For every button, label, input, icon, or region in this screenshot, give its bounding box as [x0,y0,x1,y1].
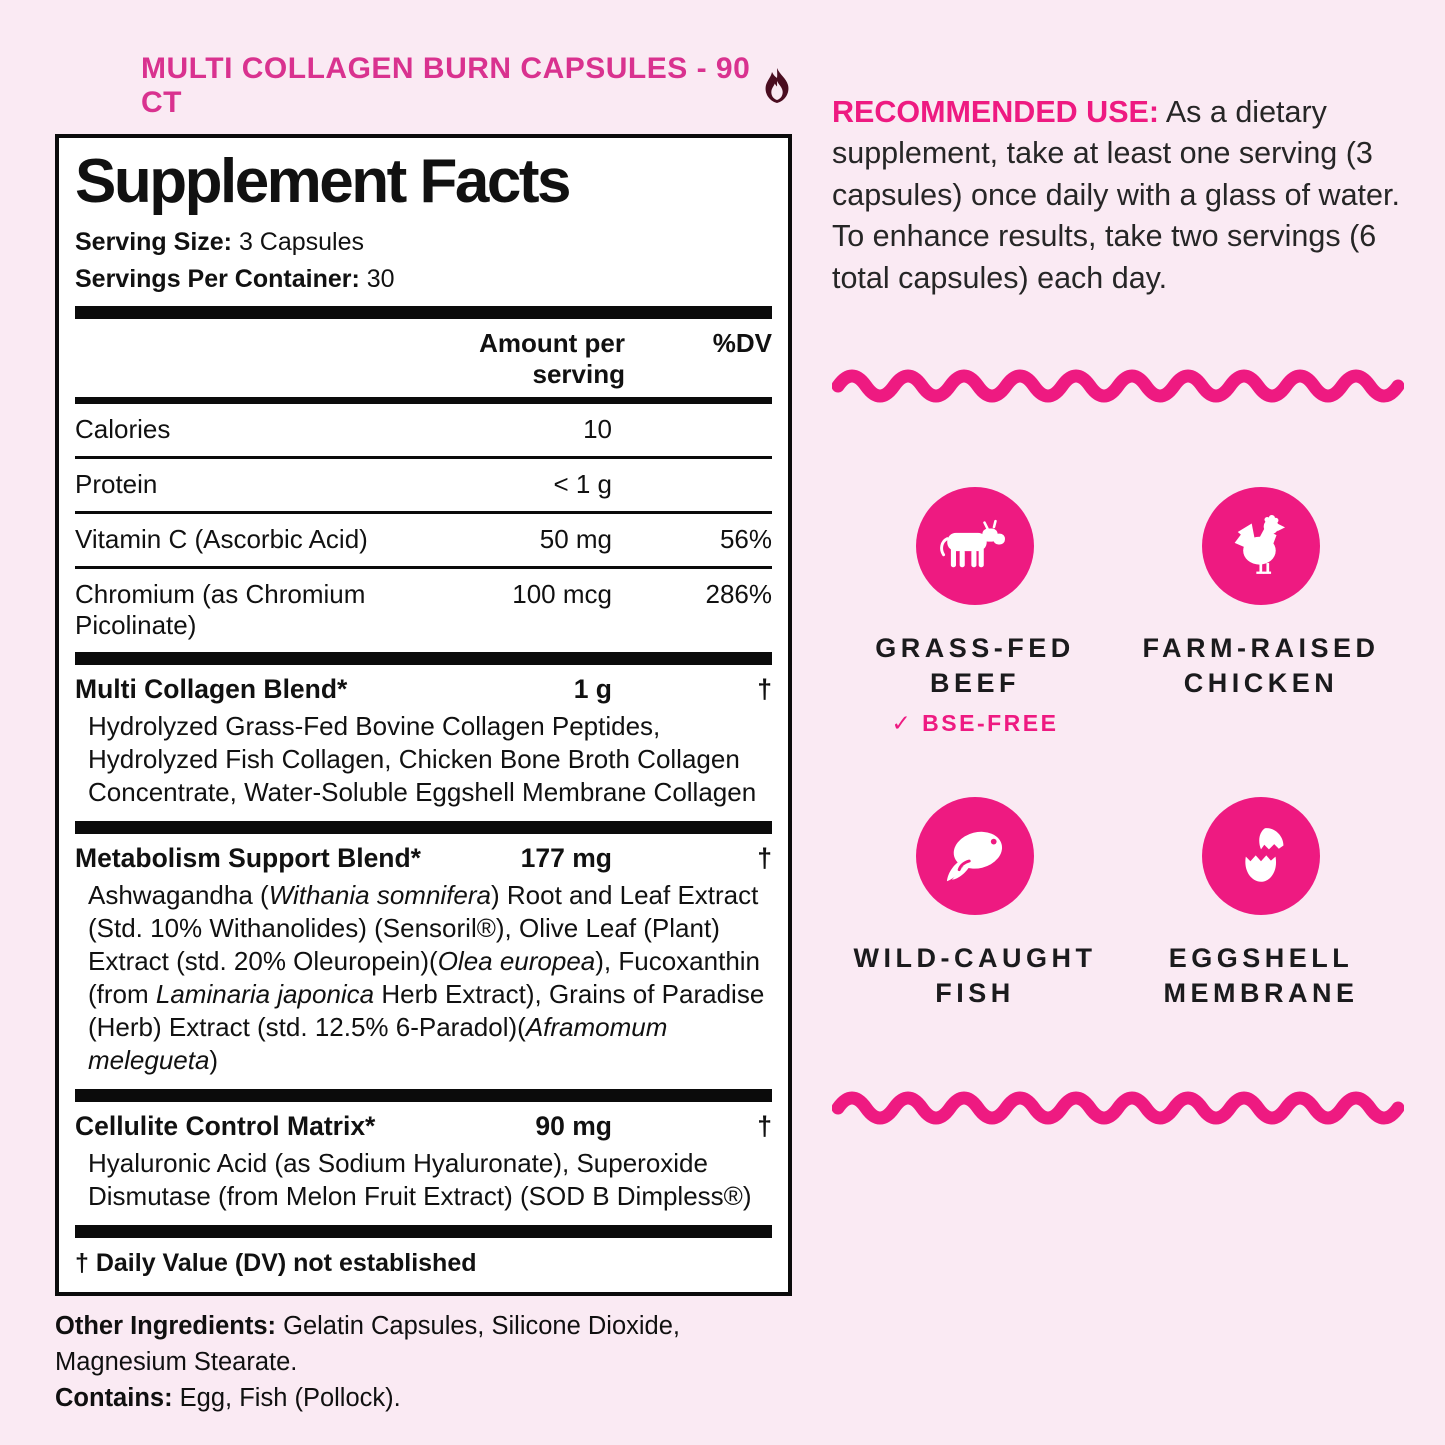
table-row: Calories 10 [75,404,772,456]
recommended-use-label: RECOMMENDED USE: [832,95,1160,129]
nutrient-name: Calories [75,413,171,444]
blend-dv: † [757,1111,772,1142]
blend-section: Multi Collagen Blend* 1 g † Hydrolyzed G… [75,665,772,821]
divider-thick [75,305,772,319]
amount-column-header: Amount per serving [479,327,625,389]
recommended-use-text: As a dietary supplement, take at least o… [832,95,1400,295]
serving-size-label: Serving Size: [75,228,232,257]
blend-section: Metabolism Support Blend* 177 mg † Ashwa… [75,834,772,1089]
other-ingredients: Other Ingredients: Gelatin Capsules, Sil… [55,1309,792,1416]
dv-column-header: %DV [712,327,772,358]
nutrient-amount: 10 [583,413,612,444]
recommended-use: RECOMMENDED USE: As a dietary supplement… [832,92,1404,299]
blend-amount: 1 g [573,673,612,704]
fish-icon [916,797,1034,916]
feature-farm-raised-chicken: FARM-RAISED CHICKEN [1118,487,1404,737]
blend-amount: 177 mg [520,843,612,874]
feature-label: CHICKEN [1183,667,1339,698]
servings-label: Servings Per Container: [75,264,360,293]
contains-label: Contains: [55,1383,173,1412]
nutrient-name: Vitamin C (Ascorbic Acid) [75,523,368,554]
blend-name: Cellulite Control Matrix* [75,1111,376,1142]
nutrient-name: Protein [75,468,158,499]
blend-name: Metabolism Support Blend* [75,843,421,874]
blend-name: Multi Collagen Blend* [75,673,348,704]
table-row: Protein < 1 g [75,455,772,511]
blend-section: Cellulite Control Matrix* 90 mg † Hyalur… [75,1102,772,1225]
blend-ingredients: Ashwagandha (Withania somnifera) Root an… [88,880,765,1076]
contains-value: Egg, Fish (Pollock). [172,1383,401,1412]
table-row: Vitamin C (Ascorbic Acid) 50 mg 56% [75,510,772,566]
blend-amount: 90 mg [535,1111,612,1142]
feature-label: FARM-RAISED [1142,633,1380,664]
feature-label: EGGSHELL [1168,943,1354,974]
feature-label: BEEF [929,667,1020,698]
daily-value-footnote: † Daily Value (DV) not established [75,1249,477,1278]
bse-free-badge: ✓ BSE-FREE [891,710,1059,737]
nutrient-dv: 56% [719,523,772,554]
right-column: RECOMMENDED USE: As a dietary supplement… [832,52,1404,1416]
feature-eggshell-membrane: EGGSHELL MEMBRANE [1118,797,1404,1010]
blend-ingredients: Hyaluronic Acid (as Sodium Hyaluronate),… [88,1148,752,1212]
nutrient-rows: Calories 10 Protein < 1 g Vitamin C (Asc… [75,404,772,652]
nutrient-amount: 100 mcg [512,578,612,609]
chicken-icon [1202,487,1320,606]
serving-size-value: 3 Capsules [232,228,365,257]
divider-thick [75,1225,772,1239]
top-section: MULTI COLLAGEN BURN CAPSULES - 90 CT Sup… [55,52,1404,1416]
flame-icon [762,67,792,105]
feature-grid: GRASS-FED BEEF ✓ BSE-FREE [832,487,1404,1010]
nutrient-name: Chromium (as Chromium Picolinate) [75,578,366,640]
servings-per-container-line: Servings Per Container: 30 [75,261,772,297]
nutrient-amount: < 1 g [553,468,612,499]
eggshell-icon [1202,797,1320,916]
nutrient-dv [667,469,772,500]
table-row: Chromium (as Chromium Picolinate) 100 mc… [75,565,773,652]
feature-wild-caught-fish: WILD-CAUGHT FISH [832,797,1118,1010]
cow-icon [916,487,1034,606]
blend-dv: † [757,843,772,874]
feature-label: MEMBRANE [1163,977,1359,1008]
feature-label: FISH [935,977,1015,1008]
blend-dv: † [757,673,772,704]
supplement-facts-panel: Supplement Facts Serving Size: 3 Capsule… [55,134,792,1297]
wavy-divider [832,1085,1404,1129]
nutrient-dv: 286% [705,578,773,609]
divider-thick [75,1089,772,1103]
product-title: MULTI COLLAGEN BURN CAPSULES - 90 CT [141,52,751,119]
other-ingredients-label: Other Ingredients: [55,1312,277,1341]
nutrient-dv [667,414,772,445]
facts-header-row: Amount per serving %DV [75,319,772,397]
product-title-row: MULTI COLLAGEN BURN CAPSULES - 90 CT [141,52,792,120]
nutrient-amount: 50 mg [539,523,612,554]
serving-size-line: Serving Size: 3 Capsules [75,224,772,260]
feature-label: WILD-CAUGHT [853,943,1097,974]
left-column: MULTI COLLAGEN BURN CAPSULES - 90 CT Sup… [55,52,792,1416]
divider-thick [75,651,772,665]
blend-ingredients: Hydrolyzed Grass-Fed Bovine Collagen Pep… [88,710,757,807]
feature-grass-fed-beef: GRASS-FED BEEF ✓ BSE-FREE [832,487,1118,737]
supplement-facts-title: Supplement Facts [75,147,572,216]
servings-value: 30 [359,264,395,293]
other-ingredients-value: Gelatin Capsules, Silicone Dioxide, Magn… [55,1312,680,1376]
wavy-divider [832,363,1404,407]
feature-label: GRASS-FED [875,633,1075,664]
divider-thick [75,821,772,835]
divider-medium [75,396,772,404]
